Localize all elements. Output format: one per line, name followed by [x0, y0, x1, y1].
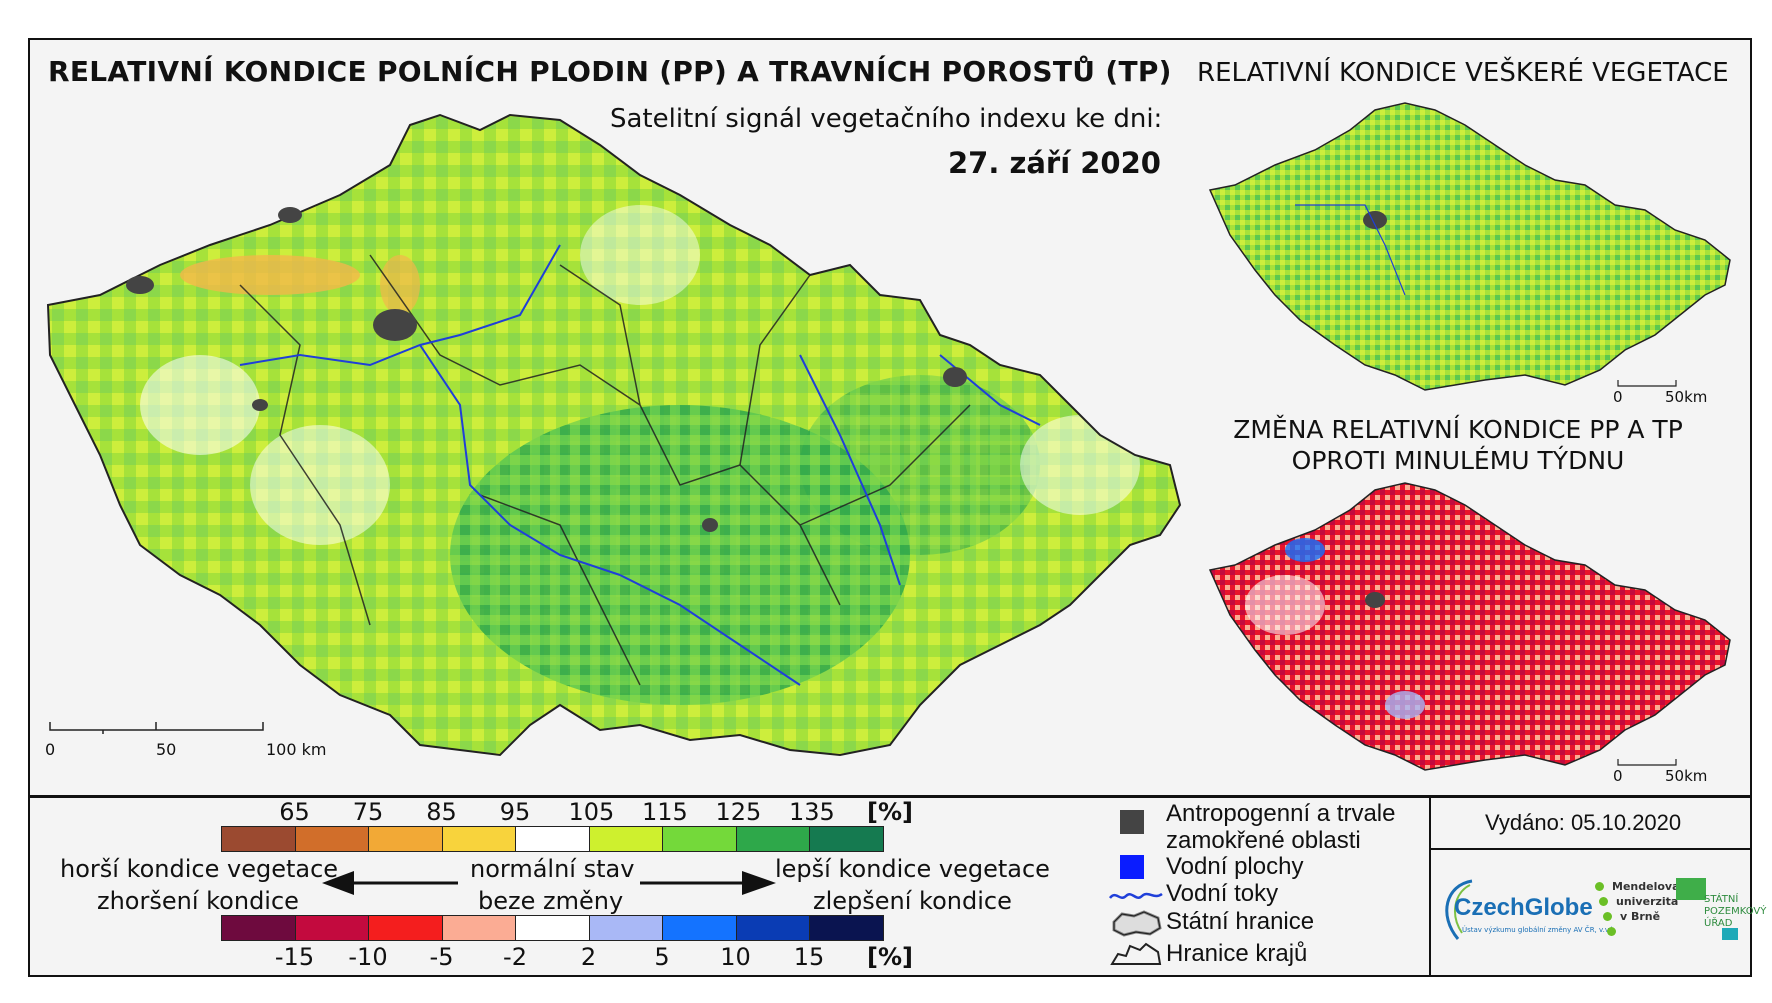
- legend_change-tick-0: -15: [274, 943, 315, 971]
- change-legend: -15 -10 -5 -2 2 5 10 15 [%]: [221, 915, 921, 975]
- legend_condition-swatch-7: [735, 826, 810, 852]
- legend-divider: [28, 795, 1752, 798]
- inset-vegetation-map: [1208, 102, 1731, 391]
- legend_change-tick-2: -5: [429, 943, 454, 971]
- legend_change-swatch-7: [735, 915, 810, 941]
- main-title: RELATIVNÍ KONDICE POLNÍCH PLODIN (PP) A …: [48, 55, 1172, 88]
- mendel-line1: Mendelova: [1612, 880, 1680, 893]
- legend_condition-tick-2: 85: [426, 798, 457, 826]
- legend_change-tick-5: 5: [654, 943, 670, 971]
- change-title-line1: ZMĚNA RELATIVNÍ KONDICE PP A TP: [1233, 415, 1683, 444]
- regions-label: Hranice krajů: [1166, 940, 1308, 967]
- worse-label: horší kondice vegetace: [60, 855, 339, 883]
- legend_condition-tick-7: 135: [789, 798, 835, 826]
- legend_condition-tick-1: 75: [352, 798, 384, 826]
- legend_change-swatch-1: [294, 915, 369, 941]
- change-unit: [%]: [867, 943, 913, 971]
- change-title: ZMĚNA RELATIVNÍ KONDICE PP A TP OPROTI M…: [1218, 414, 1698, 476]
- main-scale-zero: 0: [45, 740, 56, 759]
- legend_condition-swatch-1: [294, 826, 369, 852]
- issued-divider-h: [1430, 848, 1752, 850]
- spu-line1: STÁTNÍ: [1704, 894, 1739, 905]
- inset-change-map: [1208, 482, 1731, 771]
- legend_condition-swatch-6: [662, 826, 737, 852]
- legend_condition-swatch-8: [809, 826, 884, 852]
- better-label: lepší kondice vegetace: [775, 855, 1050, 883]
- legend_change-swatch-8: [809, 915, 884, 941]
- legend_change-tick-3: -2: [503, 943, 527, 971]
- main-scale-mid: 50: [156, 740, 177, 759]
- water-label: Vodní plochy: [1166, 853, 1304, 880]
- legend_change-swatch-0: [221, 915, 296, 941]
- normal-change-label: beze změny: [478, 887, 624, 915]
- main-map: [46, 113, 1182, 757]
- czechglobe-logo: CzechGlobe: [1454, 894, 1593, 921]
- normal-label: normální stav: [470, 855, 635, 883]
- mendel-line2: univerzita: [1616, 895, 1679, 908]
- legend_condition-swatch-4: [515, 826, 590, 852]
- legend_condition-swatch-2: [368, 826, 443, 852]
- anthropogenic-label-1: Antropogenní a trvale: [1166, 800, 1396, 827]
- border-icon: [1112, 910, 1162, 937]
- legend_change-tick-6: 10: [720, 943, 751, 971]
- spu-line2: POZEMKOVÝ: [1704, 906, 1767, 917]
- legend_condition-tick-4: 105: [568, 798, 615, 826]
- better-change-label: zlepšení kondice: [813, 887, 1012, 915]
- inset2-scale-end: 50km: [1665, 767, 1708, 785]
- legend_change-tick-7: 15: [793, 943, 825, 971]
- legend_change-swatch-2: [368, 915, 443, 941]
- border-label: Státní hranice: [1166, 908, 1315, 935]
- river-icon: [1109, 892, 1163, 899]
- spu-line3: ÚŘAD: [1704, 918, 1733, 929]
- inset1-scale-end: 50km: [1665, 388, 1708, 406]
- date: 27. září 2020: [948, 146, 1161, 180]
- legend_change-tick-1: -10: [348, 943, 388, 971]
- arrow-right-icon: [640, 871, 776, 895]
- main-scale-bar: [49, 722, 264, 734]
- mendel-logo-dots-icon: [1595, 882, 1616, 936]
- legend_change-swatch-4: [515, 915, 590, 941]
- inset2-scale-zero: 0: [1613, 767, 1623, 785]
- inset2-scale-bar: [1617, 759, 1677, 766]
- water-swatch: [1120, 855, 1144, 879]
- legend_condition-tick-6: 125: [715, 798, 762, 826]
- legend_condition-swatch-5: [588, 826, 663, 852]
- czechglobe-logo-icon: [1445, 879, 1473, 940]
- worse-change-label: zhoršení kondice: [97, 887, 299, 915]
- legend_condition-tick-3: 95: [499, 798, 531, 826]
- legend_change-swatch-3: [441, 915, 516, 941]
- spu-logo-icon: [1676, 878, 1706, 900]
- legend_condition-tick-0: 65: [279, 798, 310, 826]
- anthropogenic-label-2: zamokřené oblasti: [1166, 827, 1361, 854]
- legend_change-swatch-5: [588, 915, 663, 941]
- region-border-icon: [1110, 942, 1162, 965]
- spu-logo-square-icon: [1722, 928, 1738, 940]
- main-scale-end: 100 km: [266, 740, 327, 759]
- issued-date: Vydáno: 05.10.2020: [1485, 810, 1682, 835]
- inset1-scale-zero: 0: [1613, 388, 1623, 406]
- inset1-scale-bar: [1617, 380, 1677, 387]
- inset-title: RELATIVNÍ KONDICE VEŠKERÉ VEGETACE: [1197, 58, 1729, 88]
- legend_condition-tick-5: 115: [642, 798, 688, 826]
- issued-divider-v: [1429, 796, 1431, 977]
- mendel-line3: v Brně: [1620, 910, 1661, 923]
- legend_change-tick-4: 2: [580, 943, 597, 971]
- czechglobe-subtitle: Ústav výzkumu globální změny AV ČR, v.v.…: [1462, 926, 1615, 934]
- legend_condition-swatch-0: [221, 826, 296, 852]
- rivers-label: Vodní toky: [1166, 880, 1279, 907]
- anthropogenic-swatch: [1120, 810, 1144, 834]
- change-title-line2: OPROTI MINULÉMU TÝDNU: [1291, 446, 1625, 475]
- subtitle: Satelitní signál vegetačního indexu ke d…: [610, 104, 1163, 134]
- legend_change-swatch-6: [662, 915, 737, 941]
- legend_condition-swatch-3: [441, 826, 516, 852]
- condition-unit: [%]: [867, 798, 913, 826]
- arrow-left-icon: [322, 871, 458, 895]
- condition-legend: 65 75 85 95 105 115 125 135 [%]: [221, 798, 921, 855]
